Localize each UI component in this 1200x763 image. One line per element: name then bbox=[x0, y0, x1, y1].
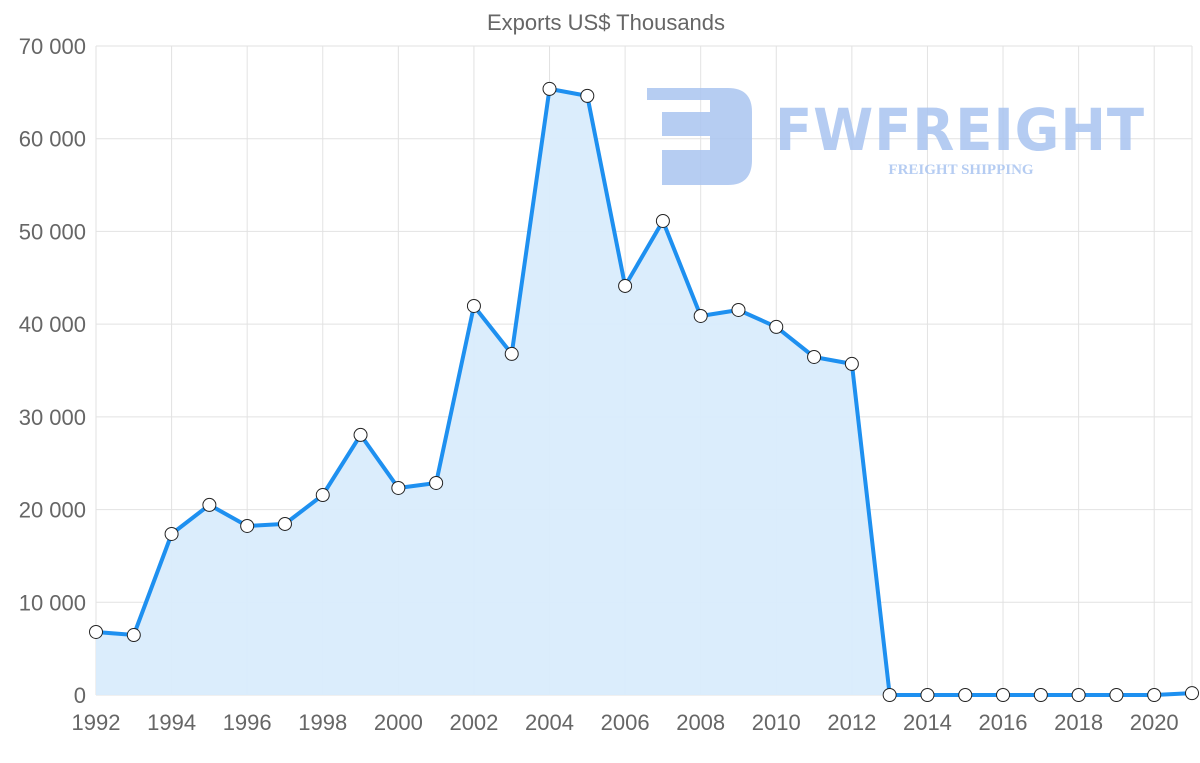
x-tick-label: 2002 bbox=[449, 710, 498, 735]
data-point-2019[interactable] bbox=[1109, 688, 1124, 702]
data-point-1998[interactable] bbox=[315, 488, 330, 503]
data-point-1999[interactable] bbox=[353, 427, 368, 442]
x-axis-ticks: 1992 1994 1996 1998 2000 2002 2004 2006 2008 2010… bbox=[72, 710, 1179, 735]
x-tick-label: 1996 bbox=[223, 710, 272, 735]
data-point-2006[interactable] bbox=[618, 278, 633, 293]
y-tick-label: 40 000 bbox=[19, 312, 86, 337]
x-tick-label: 2014 bbox=[903, 710, 952, 735]
x-tick-label: 1994 bbox=[147, 710, 196, 735]
x-tick-label: 2008 bbox=[676, 710, 725, 735]
data-point-2004[interactable] bbox=[542, 81, 557, 96]
y-tick-label: 50 000 bbox=[19, 219, 86, 244]
x-tick-label: 2018 bbox=[1054, 710, 1103, 735]
area-fill bbox=[96, 88, 1192, 695]
data-point-2015[interactable] bbox=[958, 688, 973, 702]
data-point-2021[interactable] bbox=[1185, 686, 1199, 701]
x-tick-label: 2020 bbox=[1130, 710, 1179, 735]
x-tick-label: 1992 bbox=[72, 710, 121, 735]
data-point-1993[interactable] bbox=[126, 628, 141, 643]
data-point-2007[interactable] bbox=[655, 213, 670, 228]
data-point-1992[interactable] bbox=[89, 624, 103, 639]
watermark-brand: FWFREIGHT bbox=[775, 96, 1145, 164]
y-tick-label: 30 000 bbox=[19, 405, 86, 430]
x-tick-label: 1998 bbox=[298, 710, 347, 735]
y-tick-label: 70 000 bbox=[19, 34, 86, 59]
x-tick-label: 2010 bbox=[752, 710, 801, 735]
data-point-2009[interactable] bbox=[731, 302, 746, 317]
x-tick-label: 2012 bbox=[827, 710, 876, 735]
y-tick-label: 10 000 bbox=[19, 590, 86, 615]
y-tick-label: 60 000 bbox=[19, 127, 86, 152]
data-point-2008[interactable] bbox=[693, 308, 708, 323]
chart-title: Exports US$ Thousands bbox=[487, 10, 725, 35]
y-tick-label: 20 000 bbox=[19, 498, 86, 523]
data-point-2005[interactable] bbox=[580, 88, 595, 103]
x-tick-label: 2016 bbox=[979, 710, 1028, 735]
x-tick-label: 2004 bbox=[525, 710, 574, 735]
data-point-2020[interactable] bbox=[1147, 688, 1162, 702]
series-exports bbox=[89, 81, 1199, 702]
data-point-1995[interactable] bbox=[202, 497, 217, 512]
data-point-2001[interactable] bbox=[429, 475, 444, 490]
watermark-tagline: FREIGHT SHIPPING bbox=[888, 162, 1033, 178]
data-point-2002[interactable] bbox=[466, 298, 481, 313]
data-point-2016[interactable] bbox=[996, 688, 1011, 702]
data-point-1997[interactable] bbox=[277, 516, 292, 531]
data-point-2014[interactable] bbox=[920, 688, 935, 702]
data-point-2013[interactable] bbox=[882, 688, 897, 702]
x-tick-label: 2006 bbox=[601, 710, 650, 735]
x-tick-label: 2000 bbox=[374, 710, 423, 735]
data-point-1994[interactable] bbox=[164, 526, 179, 541]
data-point-2000[interactable] bbox=[391, 480, 406, 495]
data-point-2012[interactable] bbox=[844, 356, 859, 371]
data-point-1996[interactable] bbox=[240, 518, 255, 533]
data-point-2018[interactable] bbox=[1071, 688, 1086, 702]
fwfreight-logo-icon bbox=[647, 88, 752, 185]
data-point-2010[interactable] bbox=[769, 319, 784, 334]
y-tick-label: 0 bbox=[74, 683, 86, 708]
fwfreight-watermark-logo: FWFREIGHT FREIGHT SHIPPING bbox=[647, 88, 1145, 185]
data-point-2011[interactable] bbox=[807, 349, 822, 364]
data-point-2003[interactable] bbox=[504, 346, 519, 361]
y-axis-ticks: 0 10 000 20 000 30 000 40 000 50 000 60 000 70 … bbox=[19, 34, 86, 708]
data-point-2017[interactable] bbox=[1033, 688, 1048, 702]
